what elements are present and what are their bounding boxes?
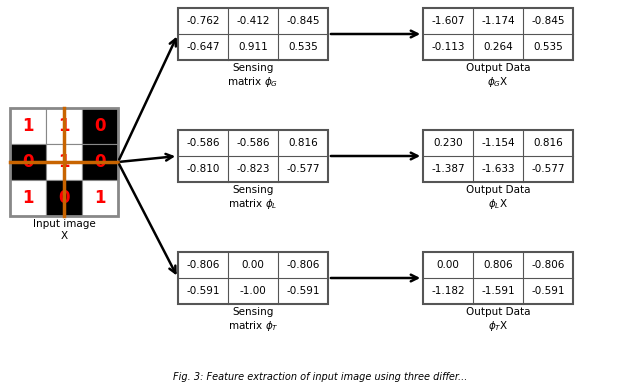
Text: Output Data
$\phi_{T}$X: Output Data $\phi_{T}$X [466, 307, 531, 333]
Text: -0.591: -0.591 [286, 286, 320, 296]
Text: -0.591: -0.591 [186, 286, 220, 296]
Text: Sensing
matrix $\phi_{T}$: Sensing matrix $\phi_{T}$ [228, 307, 278, 333]
Text: 0.816: 0.816 [533, 138, 563, 148]
Text: -0.586: -0.586 [186, 138, 220, 148]
Text: Fig. 3: Feature extraction of input image using three differ...: Fig. 3: Feature extraction of input imag… [173, 372, 467, 382]
Text: Output Data
$\phi_{L}$X: Output Data $\phi_{L}$X [466, 185, 531, 211]
Text: -0.647: -0.647 [186, 42, 220, 52]
Text: -1.00: -1.00 [239, 286, 266, 296]
Text: 1: 1 [22, 117, 34, 135]
Bar [423, 8, 573, 60]
Text: Output Data
$\phi_{G}$X: Output Data $\phi_{G}$X [466, 63, 531, 89]
Text: -0.806: -0.806 [531, 260, 564, 270]
Text: -0.823: -0.823 [236, 164, 269, 174]
Bar [82, 180, 118, 216]
Text: -0.586: -0.586 [236, 138, 269, 148]
Text: 0.00: 0.00 [241, 260, 264, 270]
Text: 0.816: 0.816 [288, 138, 318, 148]
Text: 1: 1 [58, 117, 70, 135]
Bar [423, 252, 573, 304]
Text: 0.264: 0.264 [483, 42, 513, 52]
Text: -0.591: -0.591 [531, 286, 564, 296]
Text: 1: 1 [58, 153, 70, 171]
Bar [423, 130, 573, 182]
Text: 0.806: 0.806 [483, 260, 513, 270]
Bar [10, 144, 46, 180]
Text: -1.174: -1.174 [481, 16, 515, 26]
Text: 0.911: 0.911 [238, 42, 268, 52]
Text: -0.806: -0.806 [286, 260, 320, 270]
Text: 0.535: 0.535 [288, 42, 318, 52]
Text: -0.577: -0.577 [531, 164, 564, 174]
Bar [10, 108, 46, 144]
Text: 0.535: 0.535 [533, 42, 563, 52]
Text: 0.230: 0.230 [433, 138, 463, 148]
Text: 0: 0 [94, 153, 106, 171]
Text: 0: 0 [22, 153, 34, 171]
Text: -0.577: -0.577 [286, 164, 320, 174]
Bar [178, 130, 328, 182]
Bar [82, 108, 118, 144]
Bar [10, 108, 118, 216]
Text: -1.607: -1.607 [431, 16, 465, 26]
Bar [46, 144, 82, 180]
Text: Input image
X: Input image X [33, 219, 95, 241]
Text: -0.762: -0.762 [186, 16, 220, 26]
Text: -1.633: -1.633 [481, 164, 515, 174]
Text: -1.591: -1.591 [481, 286, 515, 296]
Text: -0.412: -0.412 [236, 16, 269, 26]
Text: -1.387: -1.387 [431, 164, 465, 174]
Text: -0.810: -0.810 [186, 164, 220, 174]
Bar [10, 180, 46, 216]
Text: Sensing
matrix $\phi_{G}$: Sensing matrix $\phi_{G}$ [227, 63, 278, 89]
Bar [178, 252, 328, 304]
Text: -1.154: -1.154 [481, 138, 515, 148]
Text: -0.845: -0.845 [531, 16, 564, 26]
Text: 0.00: 0.00 [436, 260, 460, 270]
Bar [178, 8, 328, 60]
Text: 1: 1 [94, 189, 106, 207]
Bar [82, 144, 118, 180]
Text: -0.113: -0.113 [431, 42, 465, 52]
Text: -0.845: -0.845 [286, 16, 320, 26]
Text: -0.806: -0.806 [186, 260, 220, 270]
Bar [46, 180, 82, 216]
Text: 0: 0 [94, 117, 106, 135]
Text: 0: 0 [58, 189, 70, 207]
Bar [46, 108, 82, 144]
Text: Sensing
matrix $\phi_{L}$: Sensing matrix $\phi_{L}$ [228, 185, 278, 211]
Text: -1.182: -1.182 [431, 286, 465, 296]
Text: 1: 1 [22, 189, 34, 207]
